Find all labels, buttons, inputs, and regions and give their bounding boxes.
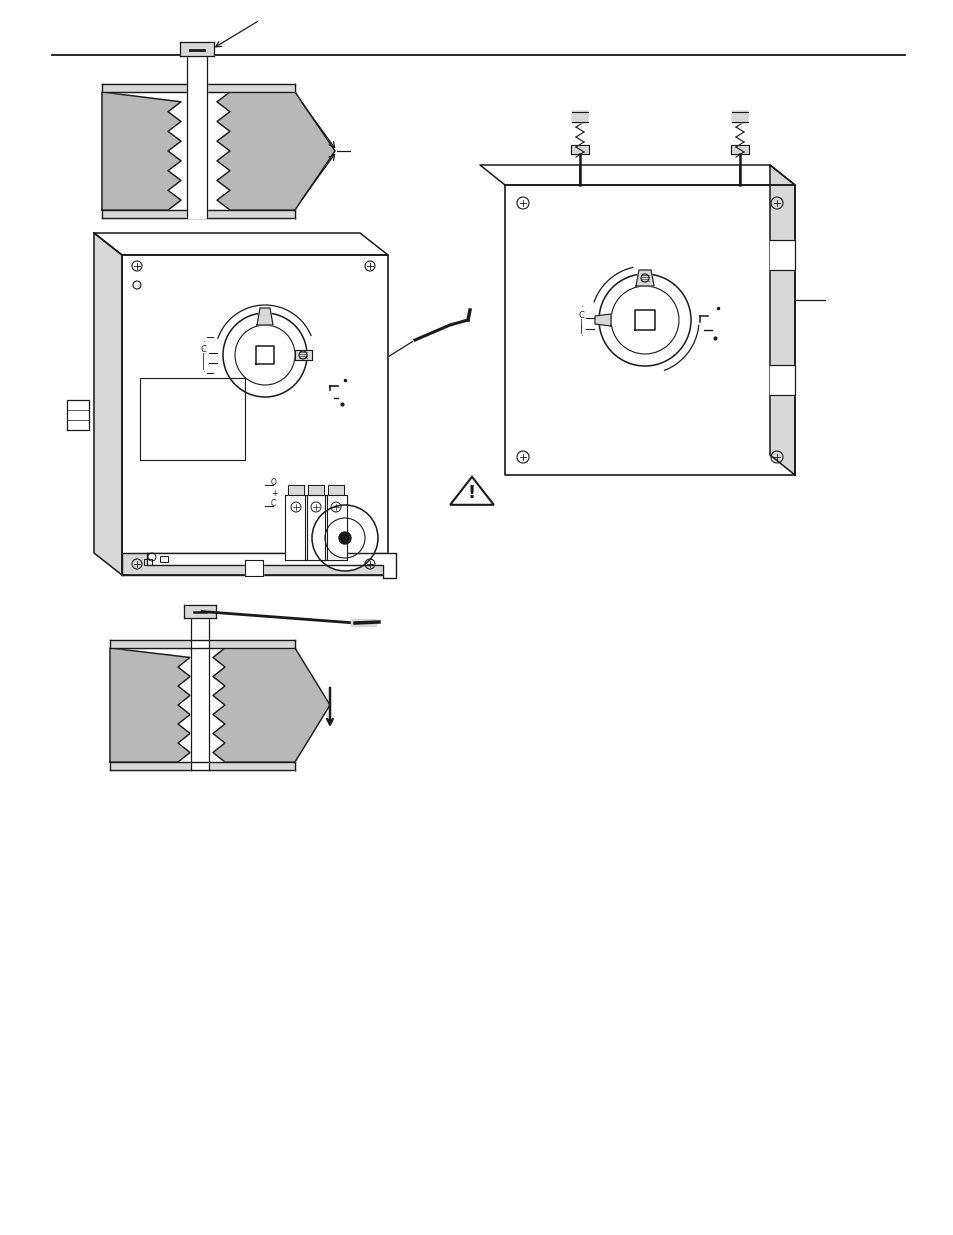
Bar	[328, 485, 344, 495]
Bar	[245, 559, 263, 576]
Text: O: O	[271, 478, 276, 487]
Circle shape	[598, 274, 690, 366]
Polygon shape	[636, 270, 654, 287]
Bar	[144, 559, 152, 564]
Text: ·: ·	[579, 332, 581, 342]
Bar	[571, 144, 588, 154]
Text: C: C	[200, 346, 206, 354]
Polygon shape	[216, 91, 335, 210]
FancyBboxPatch shape	[731, 111, 747, 124]
Bar	[187, 62, 207, 219]
Bar	[184, 605, 215, 618]
Circle shape	[223, 312, 307, 396]
Text: C: C	[271, 499, 276, 508]
Bar	[504, 185, 794, 475]
Text: |: |	[579, 319, 582, 327]
Bar	[730, 144, 748, 154]
Text: |: |	[201, 361, 204, 369]
Bar	[102, 84, 294, 91]
Polygon shape	[595, 314, 610, 326]
Polygon shape	[213, 648, 330, 762]
Bar	[325, 495, 347, 559]
Circle shape	[312, 505, 377, 571]
Bar	[288, 485, 304, 495]
Circle shape	[338, 532, 351, 543]
Bar	[351, 619, 375, 626]
Polygon shape	[147, 553, 395, 578]
Bar	[769, 240, 794, 270]
Polygon shape	[479, 165, 794, 185]
Bar	[67, 400, 89, 430]
Polygon shape	[94, 233, 122, 576]
FancyBboxPatch shape	[572, 111, 587, 124]
Bar	[110, 762, 294, 769]
Bar	[255, 346, 274, 364]
Text: C: C	[578, 311, 583, 321]
Bar	[140, 378, 245, 459]
Text: ·: ·	[579, 304, 581, 312]
Bar	[102, 210, 294, 219]
Bar	[305, 495, 327, 559]
Text: |: |	[201, 352, 204, 362]
Text: ·: ·	[201, 338, 204, 347]
Bar	[180, 42, 213, 56]
Bar	[635, 310, 655, 330]
Polygon shape	[256, 308, 273, 325]
Bar	[285, 495, 307, 559]
Text: |: |	[579, 326, 582, 335]
Bar	[191, 622, 209, 769]
Bar	[769, 366, 794, 395]
Polygon shape	[94, 233, 388, 254]
Bar	[308, 485, 324, 495]
Text: !: !	[468, 484, 476, 501]
Text: +: +	[271, 489, 277, 498]
Bar	[160, 556, 168, 562]
Text: ·: ·	[201, 368, 204, 378]
Polygon shape	[102, 91, 181, 210]
Polygon shape	[110, 648, 190, 762]
Bar	[122, 254, 388, 576]
Bar	[110, 640, 294, 648]
Polygon shape	[122, 553, 388, 576]
Polygon shape	[769, 165, 794, 475]
Polygon shape	[294, 350, 312, 359]
